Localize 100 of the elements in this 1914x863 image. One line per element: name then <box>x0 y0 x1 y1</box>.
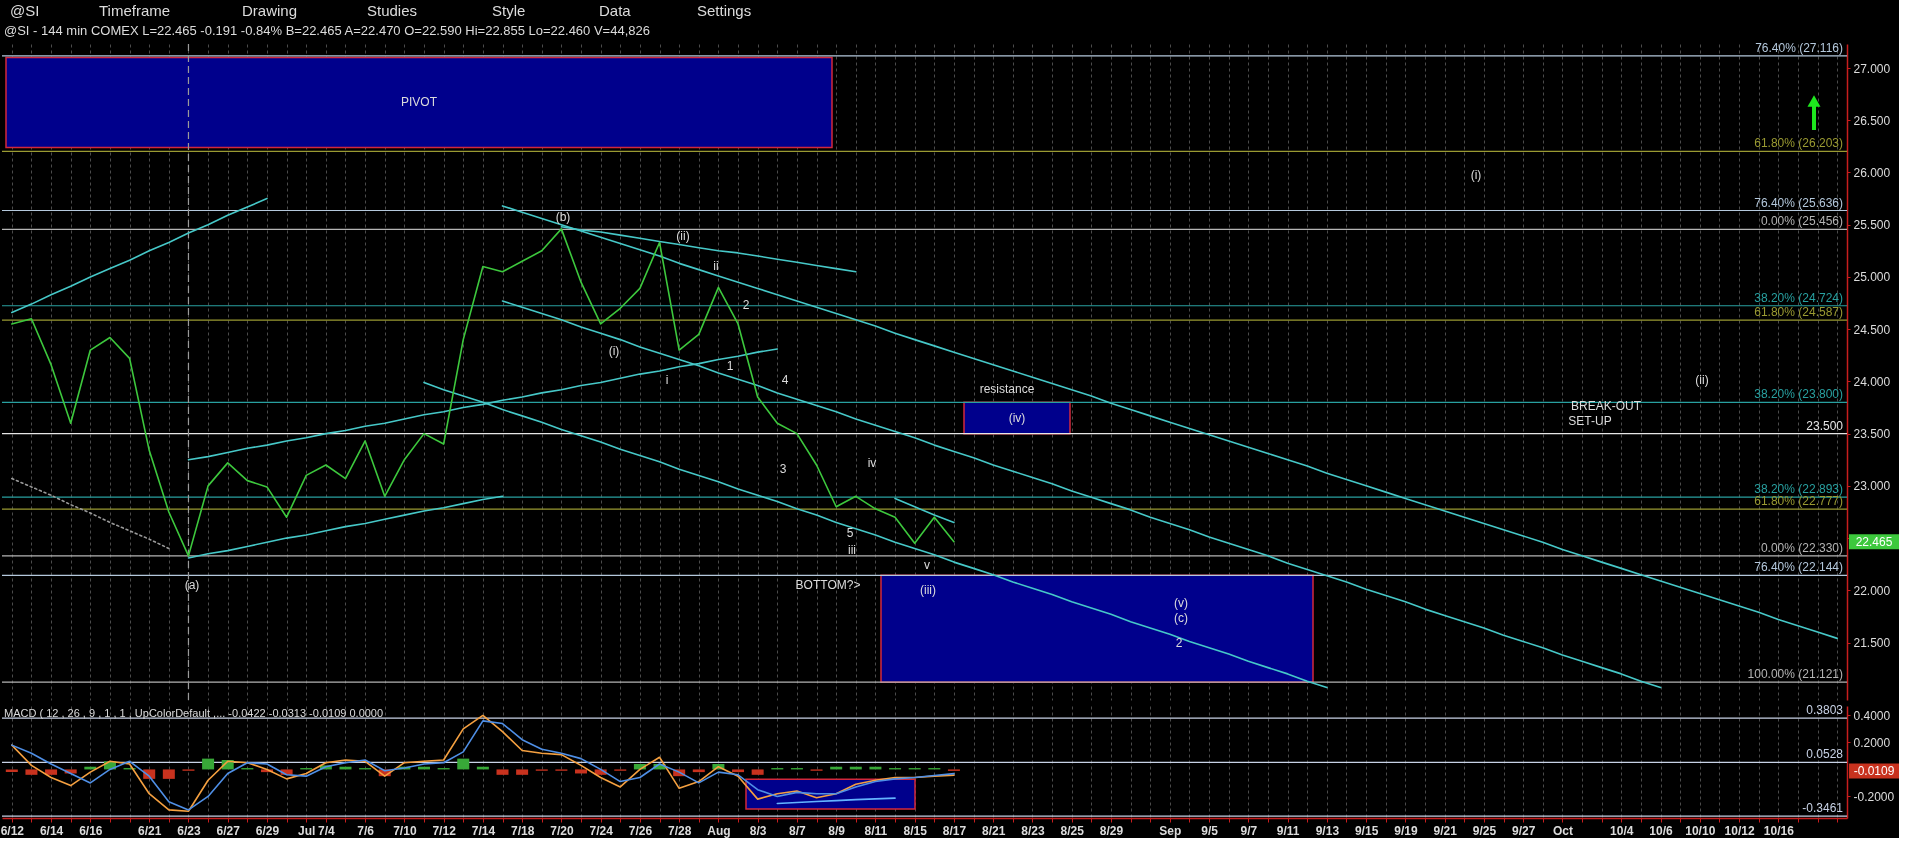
annotation: iv <box>867 456 877 470</box>
y-tick-label: 21.500 <box>1853 636 1891 651</box>
chart-title: @SI - 144 min COMEX L=22.465 -0.191 -0.84% B=22.465 A=22.470 O=22.590 Hi=22.855 Lo=22.460 V=44,826 <box>4 23 650 38</box>
x-tick-label: 7/6 <box>357 823 375 838</box>
annotation: iii <box>848 543 856 557</box>
y-tick-label: 23.500 <box>1853 427 1891 442</box>
x-tick-label: Aug <box>707 823 731 838</box>
x-tick-label: 8/21 <box>982 823 1006 838</box>
x-tick-label: 8/3 <box>749 823 767 838</box>
x-tick-label: 8/15 <box>903 823 928 838</box>
annotation: ii <box>713 259 719 273</box>
ref-line-label: 76.40% (22.144) <box>1754 560 1843 575</box>
x-tick-label: 6/12 <box>0 823 25 838</box>
x-tick-label: 7/4 <box>318 823 336 838</box>
x-tick-label: 10/6 <box>1649 823 1674 838</box>
ref-line-label: 0.00% (25.456) <box>1760 214 1843 229</box>
y-tick-label: 27.000 <box>1853 61 1891 76</box>
x-tick-label: 8/17 <box>942 823 967 838</box>
annotation: BOTTOM?> <box>795 578 861 592</box>
annotation: (c) <box>1174 611 1188 625</box>
x-tick-label: 6/21 <box>138 823 162 838</box>
y-tick-label: 0.4000 <box>1853 708 1891 723</box>
annotation: (i) <box>1470 168 1482 182</box>
annotation: 5 <box>846 526 854 540</box>
text: 22.465 <box>1855 534 1893 549</box>
annotation: (ii) <box>676 229 690 243</box>
ref-line-label: 100.00% (21.121) <box>1747 667 1843 682</box>
chart-title: MACD ( 12 , 26 , 9 , 1 , 1 , UpColorDefault ,... -0.0422 -0.0313 -0.0109 0.0000 <box>4 707 384 719</box>
x-tick-label: 6/29 <box>255 823 280 838</box>
x-tick-label: 9/13 <box>1315 823 1340 838</box>
annotation: (i) <box>608 344 620 358</box>
y-tick-label: 24.000 <box>1853 374 1891 389</box>
x-tick-label: 7/10 <box>393 823 417 838</box>
x-tick-label: 9/27 <box>1511 823 1536 838</box>
text: -0.0109 <box>1853 763 1895 778</box>
ref-line-label: 38.20% (22.893) <box>1754 482 1843 497</box>
band-label: PIVOT <box>400 95 438 110</box>
x-tick-label: 8/23 <box>1021 823 1045 838</box>
x-tick-label: 7/20 <box>550 823 574 838</box>
annotation: (v) <box>1174 596 1188 610</box>
annotation: v <box>924 558 930 572</box>
x-tick-label: 7/12 <box>432 823 457 838</box>
annotation: 4 <box>781 373 789 387</box>
annotation: 3 <box>779 462 787 476</box>
text: Studies <box>367 2 418 19</box>
annotation: SET-UP <box>1568 414 1612 428</box>
ref-line-label: 61.80% (26.203) <box>1754 136 1843 151</box>
ref-line-label: 76.40% (25.636) <box>1754 195 1843 210</box>
y-tick-label: -0.2000 <box>1853 789 1895 804</box>
y-tick-label: 24.500 <box>1853 322 1891 337</box>
annotation: resistance <box>979 382 1035 396</box>
text: Data <box>599 2 632 19</box>
x-tick-label: 7/24 <box>589 823 614 838</box>
x-tick-label: 8/11 <box>864 823 888 838</box>
annotation: (ii) <box>1695 373 1709 387</box>
annotation: BREAK-OUT <box>1570 399 1642 413</box>
annotation: 2 <box>1175 636 1183 650</box>
x-tick-label: 10/16 <box>1763 823 1795 838</box>
y-tick-label: 0.2000 <box>1853 735 1891 750</box>
x-tick-label: 7/18 <box>510 823 535 838</box>
ref-line-label: 23.500 <box>1806 418 1844 433</box>
x-tick-label: 6/16 <box>79 823 103 838</box>
x-tick-label: 10/4 <box>1610 823 1634 838</box>
ref-line-label: 61.80% (24.587) <box>1754 305 1843 320</box>
y-tick-label: 26.000 <box>1853 165 1891 180</box>
y-tick-label: 25.000 <box>1853 270 1891 285</box>
x-tick-label: Jul <box>298 823 316 838</box>
text: @SI <box>10 2 40 19</box>
x-tick-label: 6/23 <box>177 823 201 838</box>
x-tick-label: 7/14 <box>471 823 496 838</box>
ref-line-label: -0.3461 <box>1802 801 1844 816</box>
y-tick-label: 23.000 <box>1853 479 1891 494</box>
x-tick-label: 8/25 <box>1060 823 1085 838</box>
text: Style <box>492 2 526 19</box>
x-tick-label: 9/15 <box>1354 823 1379 838</box>
annotation: (iii) <box>920 583 936 597</box>
annotation: (a) <box>184 578 200 592</box>
x-tick-label: 9/11 <box>1276 823 1300 838</box>
annotation: 2 <box>742 298 750 312</box>
x-tick-label: 7/28 <box>667 823 692 838</box>
x-tick-label: 9/7 <box>1240 823 1258 838</box>
ref-line-label: 61.80% (22.777) <box>1754 494 1843 509</box>
ref-line-label: 0.0528 <box>1806 747 1844 762</box>
text: Settings <box>697 2 752 19</box>
x-tick-label: 10/12 <box>1724 823 1755 838</box>
ref-line-label: 76.40% (27.116) <box>1755 40 1843 55</box>
ref-line-label: 38.20% (24.724) <box>1754 290 1843 305</box>
x-tick-label: 7/26 <box>628 823 653 838</box>
x-tick-label: Oct <box>1552 823 1573 838</box>
y-tick-label: 22.000 <box>1853 583 1891 598</box>
annotation: 1 <box>726 359 734 373</box>
annotation: (b) <box>555 210 571 224</box>
x-tick-label: 9/5 <box>1201 823 1219 838</box>
y-tick-label: 26.500 <box>1853 113 1891 128</box>
x-tick-label: 10/10 <box>1685 823 1716 838</box>
x-tick-label: 8/9 <box>828 823 846 838</box>
x-tick-label: 9/21 <box>1433 823 1458 838</box>
text: Timeframe <box>99 2 171 19</box>
x-tick-label: 6/27 <box>216 823 241 838</box>
x-tick-label: 9/19 <box>1394 823 1418 838</box>
